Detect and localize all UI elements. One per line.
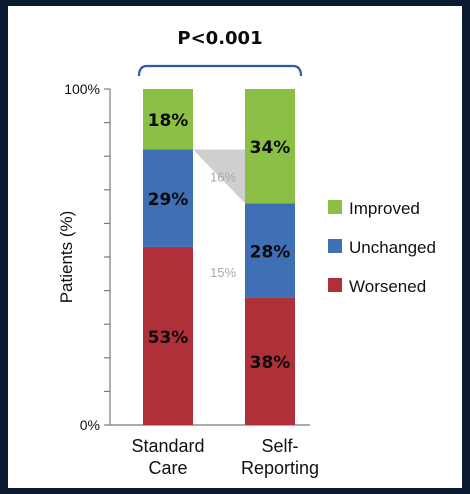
y-tick-label-bottom: 0% [80, 417, 100, 433]
significance-label: P<0.001 [177, 28, 262, 49]
bar-segment-worsened [245, 297, 295, 425]
shift-triangle [193, 149, 245, 204]
x-tick-label: Standard [131, 436, 204, 456]
bar-segment-worsened [143, 246, 193, 425]
data-label: 28% [250, 242, 291, 262]
data-label: 53% [148, 328, 189, 348]
bar-segment-improved [143, 89, 193, 150]
significance-bracket [137, 64, 303, 77]
x-tick-label: Self- [261, 436, 298, 456]
x-tick-label: Reporting [241, 458, 319, 478]
slide-panel [8, 6, 462, 488]
legend-swatch [328, 200, 342, 214]
bar-segment-unchanged [245, 203, 295, 298]
shift-triangle [193, 246, 245, 298]
y-tick-label-top: 100% [64, 81, 100, 97]
bar-segment-unchanged [143, 149, 193, 247]
y-axis-title: Patients (%) [57, 211, 76, 304]
data-label: 18% [148, 111, 189, 131]
data-label: 38% [250, 353, 291, 373]
legend-label: Unchanged [349, 238, 436, 257]
shift-label: 16% [210, 169, 236, 184]
data-label: 34% [250, 138, 291, 158]
x-tick-label: Care [148, 458, 187, 478]
legend-label: Improved [349, 199, 420, 218]
legend-label: Worsened [349, 277, 426, 296]
data-label: 29% [148, 190, 189, 210]
legend-swatch [328, 278, 342, 292]
shift-label: 15% [210, 265, 236, 280]
bar-segment-improved [245, 89, 295, 204]
legend-swatch [328, 239, 342, 253]
